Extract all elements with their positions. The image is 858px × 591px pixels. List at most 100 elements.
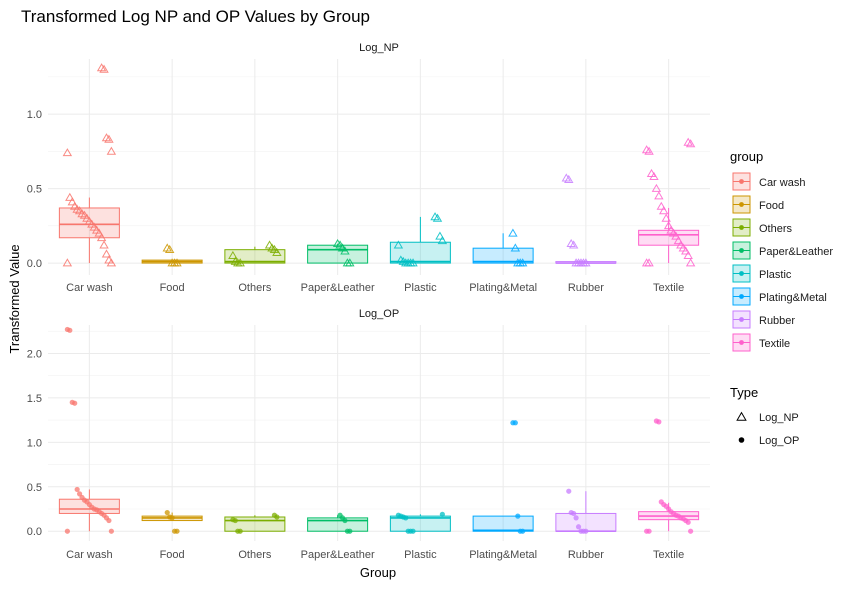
data-point-log-np: [564, 174, 574, 183]
box-iqr: [472, 515, 534, 532]
data-point-log-np: [676, 240, 686, 249]
facet-strip-label: Log_NP: [359, 42, 399, 54]
data-point-log-np: [656, 201, 667, 210]
box-car-wash: [58, 489, 120, 532]
points-others: [230, 512, 280, 534]
data-point-log-op: [568, 509, 574, 516]
x-tick-label: Plastic: [404, 282, 437, 294]
legend-item-textile: Textile: [732, 333, 790, 352]
x-axis-label: Group: [360, 565, 396, 580]
data-point-log-op: [439, 511, 445, 517]
data-point-log-np: [99, 240, 109, 249]
points-textile: [644, 418, 694, 534]
data-point-log-op: [69, 399, 75, 405]
box-plastic: [389, 216, 451, 264]
data-point-log-op: [171, 528, 178, 534]
data-point-log-np: [663, 221, 674, 230]
points-others: [228, 240, 282, 267]
data-point-log-np: [508, 228, 518, 237]
legend-dot-icon: [738, 437, 745, 443]
legend-item-label: Car wash: [759, 177, 805, 189]
legend-type-title: Type: [730, 385, 758, 400]
data-point-log-np: [654, 191, 664, 200]
facet-strip-label: Log_OP: [359, 308, 399, 320]
data-point-log-op: [405, 528, 411, 534]
data-point-log-np: [233, 258, 243, 267]
data-point-log-np: [685, 139, 696, 148]
legend-item-car-wash: Car wash: [732, 172, 805, 191]
data-point-log-op: [337, 512, 343, 518]
legend-item-label: Food: [759, 200, 784, 212]
box-plating-metal: [472, 515, 534, 532]
legend-type-log-op: Log_OP: [738, 435, 799, 447]
data-point-log-np: [96, 232, 107, 242]
data-point-log-np: [566, 238, 576, 248]
data-point-log-np: [264, 240, 275, 249]
legend-item-paper-leather: Paper&Leather: [732, 241, 833, 260]
panel-log-np: Log_NP 0.0 0.5 1.0 Car wash Food Others Paper&L…: [27, 42, 710, 294]
legend-triangle-icon: [736, 411, 747, 421]
data-point-log-np: [646, 168, 657, 178]
data-point-log-np: [666, 225, 676, 234]
data-point-log-op: [344, 528, 351, 534]
y-axis-label: Transformed Value: [7, 244, 22, 353]
data-point-log-np: [74, 206, 85, 215]
data-point-log-np: [568, 240, 579, 249]
data-point-log-np: [435, 231, 445, 240]
legend-type-label: Log_OP: [759, 435, 799, 447]
points-paper-leather: [332, 238, 355, 267]
legend-key-point: [739, 248, 744, 253]
legend-item-label: Others: [759, 223, 793, 235]
x-tick-label: Textile: [653, 282, 684, 294]
data-point-log-np: [65, 192, 75, 201]
data-point-log-np: [342, 258, 353, 267]
data-point-log-op: [74, 486, 80, 493]
legend-key-point: [739, 271, 744, 276]
box-iqr: [555, 512, 617, 532]
legend-group-title: group: [730, 149, 763, 164]
box-iqr: [58, 207, 120, 239]
box-car-wash: [58, 197, 120, 264]
y-tick-label: 1.0: [27, 109, 42, 121]
data-point-log-np: [432, 213, 443, 222]
data-point-log-np: [106, 146, 117, 155]
data-point-log-np: [99, 64, 109, 73]
x-tick-label: Rubber: [568, 549, 604, 561]
data-point-log-op: [164, 509, 170, 516]
data-point-log-np: [332, 238, 343, 248]
data-point-log-np: [230, 256, 241, 265]
data-point-log-op: [517, 528, 523, 534]
legend-item-plating-metal: Plating&Metal: [732, 287, 827, 306]
legend-type-log-np: Log_NP: [736, 411, 799, 424]
legend-item-label: Plastic: [759, 269, 792, 281]
data-point-log-np: [396, 255, 406, 264]
legend-item-others: Others: [732, 218, 793, 237]
panel-log-op: Log_OP 0.0 0.5 1.0 1.5 2.0 Car wash Food Others P…: [27, 308, 710, 561]
data-point-log-np: [269, 244, 280, 254]
data-point-log-np: [644, 146, 654, 155]
data-point-log-np: [659, 206, 669, 215]
data-point-log-op: [515, 513, 521, 519]
data-point-log-np: [96, 63, 107, 72]
legend-item-label: Rubber: [759, 315, 795, 327]
data-point-log-op: [575, 524, 582, 530]
data-point-log-np: [651, 183, 662, 192]
x-tick-label: Food: [160, 549, 185, 561]
data-point-log-np: [162, 243, 172, 252]
x-tick-label: Plating&Metal: [469, 282, 537, 294]
data-point-log-op: [230, 517, 236, 523]
data-point-log-op: [76, 491, 83, 497]
box-textile: [638, 207, 700, 264]
y-tick-label: 0.0: [27, 258, 42, 270]
data-point-log-np: [101, 249, 112, 258]
data-point-log-np: [685, 258, 696, 267]
data-point-log-np: [104, 255, 114, 264]
data-point-log-np: [673, 235, 684, 245]
points-textile: [641, 137, 696, 267]
chart-title: Transformed Log NP and OP Values by Grou…: [21, 7, 370, 26]
data-point-log-np: [683, 137, 693, 146]
data-point-log-op: [566, 488, 572, 494]
legend-key-point: [739, 202, 744, 207]
data-point-log-op: [64, 528, 70, 534]
